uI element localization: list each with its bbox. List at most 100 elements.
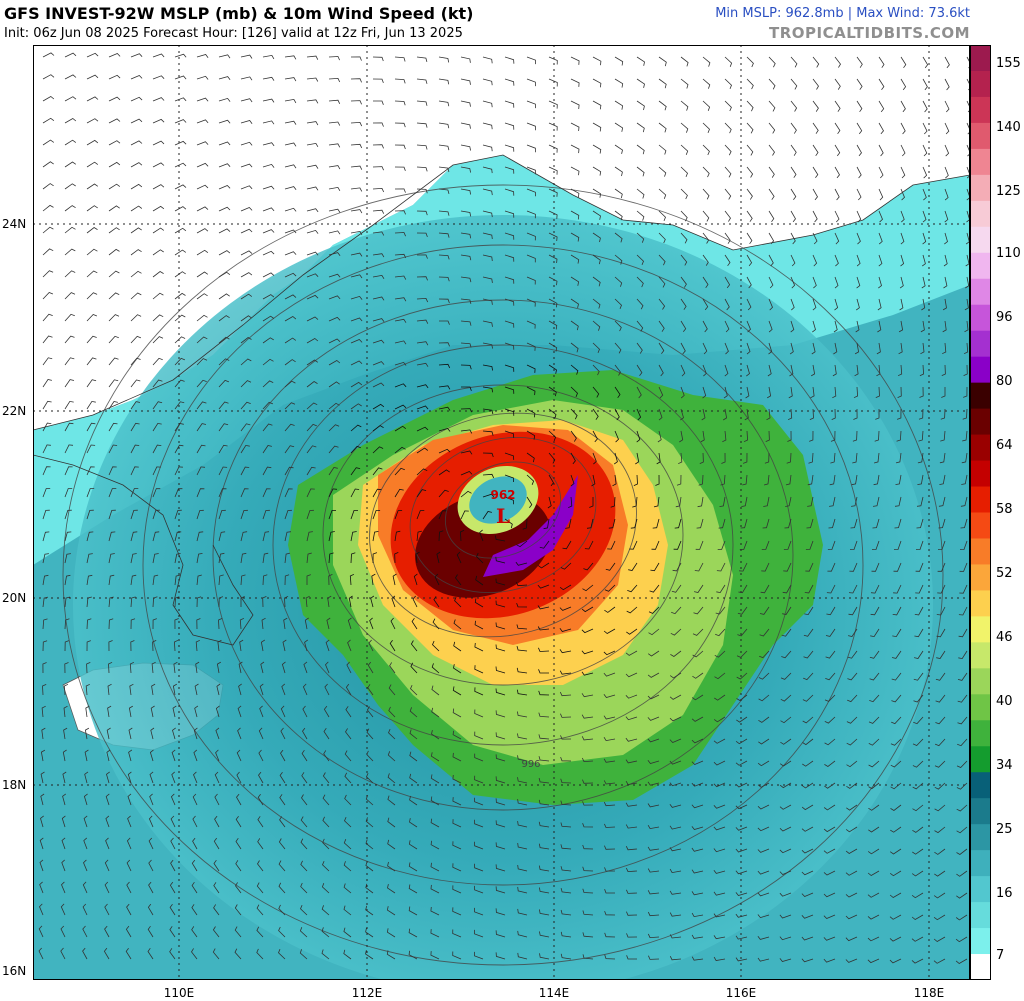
wind-barb: [350, 78, 362, 83]
wind-barb: [936, 628, 946, 638]
wind-barb: [570, 188, 580, 198]
wind-barb: [130, 249, 142, 256]
wind-barb: [495, 842, 506, 850]
wind-barb: [174, 140, 187, 146]
wind-barb: [42, 313, 53, 322]
wind-barb: [724, 210, 731, 222]
wind-barb: [957, 694, 968, 703]
wind-barb: [306, 164, 319, 169]
wind-barb: [394, 232, 406, 237]
wind-barb: [322, 860, 330, 872]
wind-barb: [867, 914, 880, 920]
wind-barb: [321, 927, 330, 938]
wind-barb: [460, 364, 472, 370]
wind-barb: [262, 552, 269, 564]
wind-barb: [824, 716, 836, 724]
wind-barb: [386, 906, 396, 916]
wind-barb: [350, 143, 363, 149]
wind-barb: [810, 386, 815, 399]
wind-barb: [570, 342, 579, 353]
wind-barb: [941, 387, 946, 398]
wind-barb: [64, 553, 71, 564]
wind-barb: [262, 401, 274, 410]
wind-barb: [213, 837, 220, 850]
wind-barb: [42, 248, 54, 256]
wind-barb: [735, 935, 748, 940]
wind-barb: [526, 210, 536, 219]
wind-barb: [647, 694, 660, 700]
wind-barb: [647, 650, 660, 657]
wind-barb: [669, 825, 682, 830]
wind-barb: [495, 908, 506, 916]
wind-barb: [213, 859, 220, 872]
wind-barb: [281, 661, 286, 674]
wind-barb: [438, 342, 450, 347]
wind-barb: [918, 430, 924, 442]
colorbar-swatch: [970, 616, 991, 643]
wind-barb: [130, 335, 142, 344]
wind-barb: [834, 210, 840, 223]
wind-barb: [956, 892, 968, 899]
wind-barb: [64, 118, 77, 124]
wind-barb: [128, 749, 133, 762]
wind-barb: [790, 210, 796, 223]
wind-barb: [174, 509, 182, 520]
wind-barb: [517, 930, 528, 938]
wind-barb: [214, 793, 220, 806]
wind-barb: [196, 293, 208, 300]
wind-barb: [626, 955, 637, 960]
wind-barb: [846, 804, 858, 811]
wind-barb: [592, 188, 602, 198]
wind-barb: [900, 78, 907, 91]
wind-barb: [735, 892, 748, 896]
wind-barb: [538, 712, 550, 718]
wind-barb: [460, 490, 472, 498]
wind-barb: [911, 936, 924, 942]
wind-barb: [431, 685, 440, 696]
wind-barb: [801, 826, 814, 832]
wind-barb: [218, 97, 231, 102]
wind-barb: [647, 803, 660, 808]
wind-barb: [592, 56, 602, 66]
wind-barb: [735, 804, 748, 810]
wind-barb: [626, 606, 638, 614]
colorbar-swatch: [970, 746, 991, 773]
wind-barb: [878, 276, 882, 289]
wind-barb: [911, 958, 924, 964]
wind-barb: [890, 738, 902, 746]
wind-barb: [900, 166, 906, 179]
wind-barb: [847, 672, 858, 681]
wind-barb: [636, 210, 645, 221]
wind-barb: [86, 270, 98, 278]
wind-barb: [504, 232, 515, 240]
wind-barb: [218, 444, 228, 454]
wind-barb: [764, 452, 770, 464]
wind-barb: [495, 710, 506, 718]
wind-barb: [636, 254, 644, 266]
wind-barb: [878, 78, 885, 91]
wind-barb: [826, 606, 836, 616]
wind-barb: [306, 531, 313, 542]
wind-barb: [350, 295, 363, 300]
wind-barb: [934, 804, 946, 812]
wind-barb: [713, 935, 726, 940]
wind-barb: [878, 56, 885, 68]
wind-barb: [372, 122, 384, 127]
wind-barb: [899, 298, 904, 311]
wind-barb: [394, 210, 406, 215]
wind-barb: [151, 683, 156, 696]
wind-barb: [636, 386, 642, 399]
wind-barb: [306, 402, 318, 410]
wind-barb: [782, 606, 792, 615]
wind-barb: [735, 782, 748, 788]
wind-barb: [570, 430, 577, 442]
wind-barb: [284, 272, 297, 278]
wind-barb: [779, 804, 792, 810]
wind-barb: [790, 188, 797, 201]
wind-barb: [262, 142, 275, 147]
wind-barb: [328, 510, 337, 520]
wind-barb: [670, 650, 682, 657]
wind-barb: [779, 892, 792, 897]
wind-barb: [921, 276, 926, 289]
wind-barb: [934, 826, 946, 834]
